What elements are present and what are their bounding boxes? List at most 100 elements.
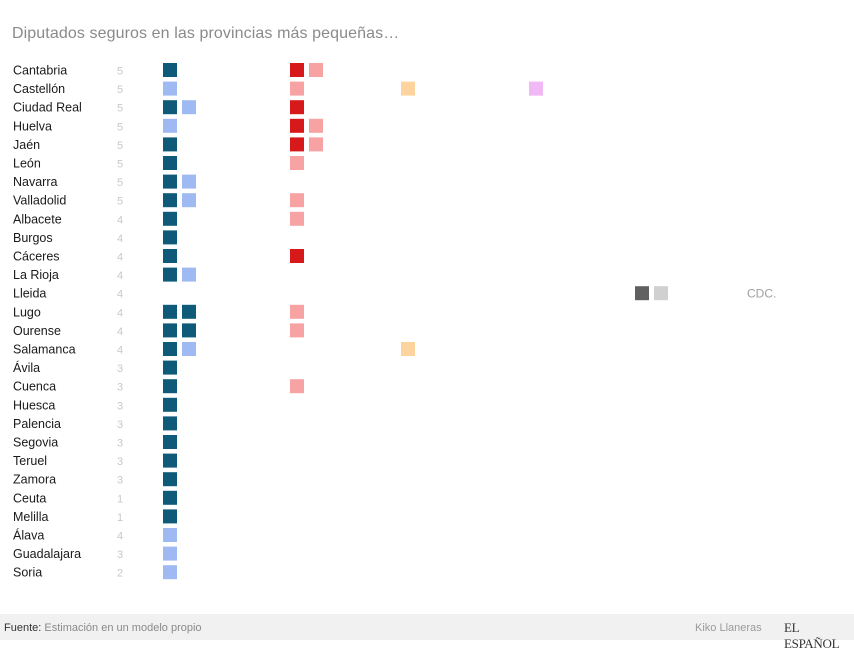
source-text: Estimación en un modelo propio bbox=[44, 622, 202, 634]
seat-square-pp-sure bbox=[163, 100, 177, 115]
province-label-cuenca: Cuenca bbox=[13, 380, 56, 394]
seat-square-psoe-probable bbox=[309, 137, 323, 152]
brand-logo: EL ESPAÑOL bbox=[784, 620, 840, 651]
province-label-ciudad-real: Ciudad Real bbox=[13, 101, 82, 115]
seat-count-lugo: 4 bbox=[117, 307, 123, 319]
seat-square-pp-probable bbox=[182, 174, 196, 189]
province-label-la-rioja: La Rioja bbox=[13, 268, 59, 282]
seat-square-pp-probable bbox=[163, 118, 177, 133]
seat-square-psoe-probable bbox=[290, 156, 304, 170]
seat-square-pp-sure bbox=[163, 193, 177, 208]
seat-count-guadalajara: 3 bbox=[117, 549, 123, 561]
seat-count-la-rioja: 4 bbox=[117, 270, 123, 282]
seat-square-cs-probable bbox=[401, 81, 415, 96]
seat-square-pp-sure bbox=[163, 156, 177, 170]
source-label: Fuente: bbox=[4, 622, 42, 634]
seat-square-pp-sure bbox=[163, 453, 177, 468]
author-credit: Kiko Llaneras bbox=[695, 622, 762, 634]
seat-square-pp-sure bbox=[163, 174, 177, 189]
seat-square-pp-sure bbox=[182, 323, 196, 338]
seat-count-ávila: 3 bbox=[117, 363, 123, 375]
seat-count-lleida: 4 bbox=[117, 289, 123, 301]
seat-square-pp-sure bbox=[163, 509, 177, 524]
seat-count-cuenca: 3 bbox=[117, 382, 123, 394]
seat-square-cdc-probable bbox=[654, 286, 668, 301]
province-label-huelva: Huelva bbox=[13, 119, 52, 133]
seat-count-melilla: 1 bbox=[117, 512, 123, 524]
seat-square-pp-sure bbox=[163, 397, 177, 412]
province-label-burgos: Burgos bbox=[13, 231, 53, 245]
seat-square-psoe-probable bbox=[309, 63, 323, 77]
seat-square-psoe-sure bbox=[290, 100, 304, 115]
seat-square-psoe-probable bbox=[290, 379, 304, 394]
seat-count-cantabria: 5 bbox=[117, 66, 123, 78]
seat-square-pp-probable bbox=[163, 565, 177, 580]
seat-square-pp-sure bbox=[182, 304, 196, 319]
seat-square-pp-sure bbox=[163, 490, 177, 505]
seat-count-navarra: 5 bbox=[117, 177, 123, 189]
seat-count-valladolid: 5 bbox=[117, 196, 123, 208]
seat-square-pp-probable bbox=[182, 267, 196, 282]
seat-count-soria: 2 bbox=[117, 568, 123, 580]
province-label-ceuta: Ceuta bbox=[13, 491, 46, 505]
province-label-soria: Soria bbox=[13, 566, 42, 580]
seat-count-cáceres: 4 bbox=[117, 252, 123, 264]
seat-square-pp-sure bbox=[163, 304, 177, 319]
seat-square-pp-sure bbox=[163, 211, 177, 226]
seat-square-cs-probable bbox=[401, 342, 415, 356]
seat-count-ourense: 4 bbox=[117, 326, 123, 338]
seat-square-pp-sure bbox=[163, 63, 177, 77]
seat-square-psoe-probable bbox=[290, 323, 304, 338]
province-label-huesca: Huesca bbox=[13, 398, 55, 412]
province-label-ourense: Ourense bbox=[13, 324, 61, 338]
seat-square-pp-sure bbox=[163, 472, 177, 487]
seat-count-castellón: 5 bbox=[117, 84, 123, 96]
province-label-valladolid: Valladolid bbox=[13, 194, 66, 208]
seat-square-pp-sure bbox=[163, 416, 177, 431]
seat-count-palencia: 3 bbox=[117, 419, 123, 431]
province-label-jaén: Jaén bbox=[13, 138, 40, 152]
province-label-albacete: Albacete bbox=[13, 212, 62, 226]
chart-title: Diputados seguros en las provincias más … bbox=[12, 25, 400, 42]
annotation-label: CDC. bbox=[747, 287, 776, 301]
seat-square-psoe-sure bbox=[290, 137, 304, 152]
province-label-zamora: Zamora bbox=[13, 473, 56, 487]
seat-square-psoe-probable bbox=[290, 81, 304, 96]
province-label-lleida: Lleida bbox=[13, 287, 46, 301]
seat-square-psoe-sure bbox=[290, 249, 304, 263]
seat-count-burgos: 4 bbox=[117, 233, 123, 245]
seat-square-pp-sure bbox=[163, 323, 177, 338]
seat-grid-chart: Cantabria 5 Castellón 5 Ciudad Real 5 Huelva 5 J… bbox=[13, 63, 776, 580]
province-label-lugo: Lugo bbox=[13, 305, 41, 319]
seat-count-huesca: 3 bbox=[117, 400, 123, 412]
seat-square-pp-sure bbox=[163, 249, 177, 263]
province-label-palencia: Palencia bbox=[13, 417, 61, 431]
province-label-salamanca: Salamanca bbox=[13, 343, 76, 357]
province-label-león: León bbox=[13, 157, 41, 171]
seat-square-pp-probable bbox=[163, 546, 177, 561]
seat-square-psoe-probable bbox=[309, 118, 323, 133]
seat-square-pp-sure bbox=[163, 342, 177, 356]
seat-square-psoe-probable bbox=[290, 193, 304, 208]
seat-square-pp-sure bbox=[163, 360, 177, 375]
seat-count-álava: 4 bbox=[117, 531, 123, 543]
province-label-cantabria: Cantabria bbox=[13, 64, 67, 78]
province-label-cáceres: Cáceres bbox=[13, 250, 60, 264]
seat-count-ceuta: 1 bbox=[117, 493, 123, 505]
province-label-castellón: Castellón bbox=[13, 82, 65, 96]
seat-count-albacete: 4 bbox=[117, 214, 123, 226]
seat-square-pp-sure bbox=[163, 267, 177, 282]
seat-square-pp-sure bbox=[163, 137, 177, 152]
seat-square-pp-probable bbox=[163, 528, 177, 542]
seat-count-ciudad-real: 5 bbox=[117, 103, 123, 115]
seat-square-pp-sure bbox=[163, 230, 177, 245]
source-note: Fuente: Estimación en un modelo propio bbox=[4, 622, 202, 634]
seat-count-huelva: 5 bbox=[117, 121, 123, 133]
seat-count-teruel: 3 bbox=[117, 456, 123, 468]
province-label-álava: Álava bbox=[13, 528, 44, 543]
seat-count-salamanca: 4 bbox=[117, 345, 123, 357]
province-label-segovia: Segovia bbox=[13, 436, 58, 450]
seat-count-segovia: 3 bbox=[117, 438, 123, 450]
seat-count-zamora: 3 bbox=[117, 475, 123, 487]
seat-square-psoe-sure bbox=[290, 118, 304, 133]
